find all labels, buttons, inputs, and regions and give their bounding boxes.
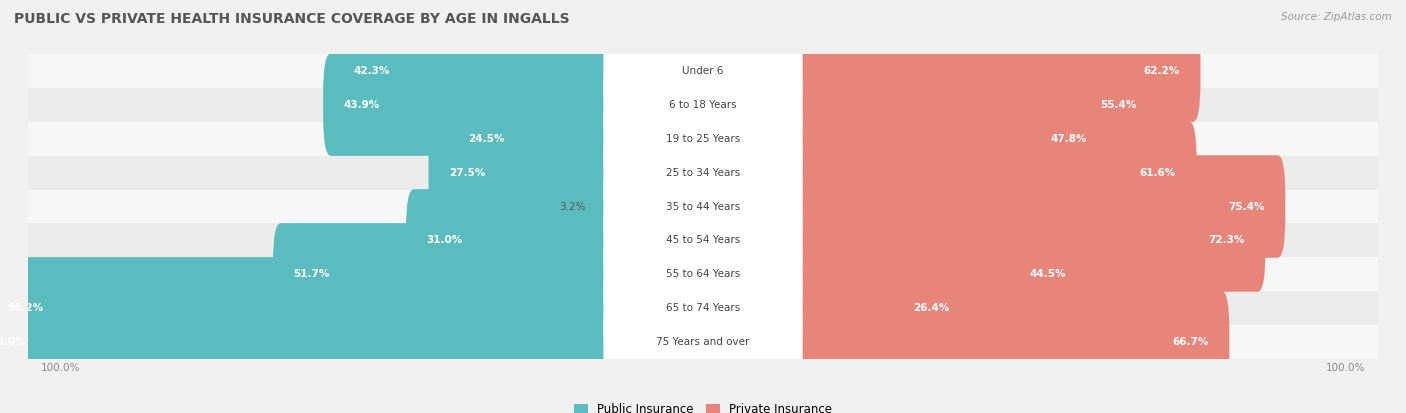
- Text: 65 to 74 Years: 65 to 74 Years: [666, 304, 740, 313]
- Bar: [28, 54, 1378, 88]
- Text: 27.5%: 27.5%: [449, 168, 485, 178]
- FancyBboxPatch shape: [603, 247, 803, 370]
- Bar: [28, 257, 1378, 292]
- Text: 51.7%: 51.7%: [294, 269, 330, 280]
- Text: 72.3%: 72.3%: [1209, 235, 1244, 245]
- FancyBboxPatch shape: [786, 291, 1229, 394]
- FancyBboxPatch shape: [273, 223, 620, 326]
- Text: 75 Years and over: 75 Years and over: [657, 337, 749, 347]
- Text: 6 to 18 Years: 6 to 18 Years: [669, 100, 737, 109]
- FancyBboxPatch shape: [786, 155, 1285, 258]
- FancyBboxPatch shape: [603, 145, 803, 268]
- FancyBboxPatch shape: [603, 111, 803, 234]
- Bar: [28, 292, 1378, 325]
- Text: PUBLIC VS PRIVATE HEALTH INSURANCE COVERAGE BY AGE IN INGALLS: PUBLIC VS PRIVATE HEALTH INSURANCE COVER…: [14, 12, 569, 26]
- Bar: [28, 156, 1378, 190]
- Text: 35 to 44 Years: 35 to 44 Years: [666, 202, 740, 211]
- FancyBboxPatch shape: [585, 155, 620, 258]
- Bar: [28, 88, 1378, 121]
- Text: 62.2%: 62.2%: [1143, 66, 1180, 76]
- FancyBboxPatch shape: [603, 213, 803, 336]
- Bar: [28, 325, 1378, 359]
- FancyBboxPatch shape: [449, 87, 620, 190]
- FancyBboxPatch shape: [333, 19, 620, 122]
- Text: 43.9%: 43.9%: [343, 100, 380, 109]
- Text: 55 to 64 Years: 55 to 64 Years: [666, 269, 740, 280]
- FancyBboxPatch shape: [786, 53, 1157, 156]
- FancyBboxPatch shape: [786, 223, 1087, 326]
- FancyBboxPatch shape: [429, 121, 620, 224]
- Text: 25 to 34 Years: 25 to 34 Years: [666, 168, 740, 178]
- Text: 55.4%: 55.4%: [1099, 100, 1136, 109]
- Text: 19 to 25 Years: 19 to 25 Years: [666, 133, 740, 144]
- FancyBboxPatch shape: [786, 257, 970, 360]
- Text: 96.2%: 96.2%: [7, 304, 44, 313]
- FancyBboxPatch shape: [603, 9, 803, 132]
- FancyBboxPatch shape: [603, 77, 803, 200]
- FancyBboxPatch shape: [786, 121, 1197, 224]
- FancyBboxPatch shape: [786, 189, 1265, 292]
- FancyBboxPatch shape: [406, 189, 620, 292]
- Text: 45 to 54 Years: 45 to 54 Years: [666, 235, 740, 245]
- Bar: [28, 190, 1378, 223]
- Text: 61.6%: 61.6%: [1140, 168, 1175, 178]
- FancyBboxPatch shape: [0, 291, 620, 394]
- Text: 42.3%: 42.3%: [354, 66, 391, 76]
- FancyBboxPatch shape: [0, 257, 620, 360]
- Text: 31.0%: 31.0%: [426, 235, 463, 245]
- FancyBboxPatch shape: [786, 19, 1201, 122]
- FancyBboxPatch shape: [603, 43, 803, 166]
- Text: 3.2%: 3.2%: [560, 202, 586, 211]
- FancyBboxPatch shape: [323, 53, 620, 156]
- Text: 100.0%: 100.0%: [0, 337, 27, 347]
- Text: 75.4%: 75.4%: [1229, 202, 1265, 211]
- FancyBboxPatch shape: [786, 87, 1108, 190]
- Text: 26.4%: 26.4%: [914, 304, 950, 313]
- Text: Source: ZipAtlas.com: Source: ZipAtlas.com: [1281, 12, 1392, 22]
- Text: 24.5%: 24.5%: [468, 133, 505, 144]
- Text: 47.8%: 47.8%: [1050, 133, 1087, 144]
- Text: Under 6: Under 6: [682, 66, 724, 76]
- Bar: [28, 223, 1378, 257]
- Text: 44.5%: 44.5%: [1029, 269, 1066, 280]
- Bar: [28, 121, 1378, 156]
- FancyBboxPatch shape: [603, 179, 803, 302]
- FancyBboxPatch shape: [603, 281, 803, 404]
- Text: 66.7%: 66.7%: [1173, 337, 1209, 347]
- Legend: Public Insurance, Private Insurance: Public Insurance, Private Insurance: [569, 398, 837, 413]
